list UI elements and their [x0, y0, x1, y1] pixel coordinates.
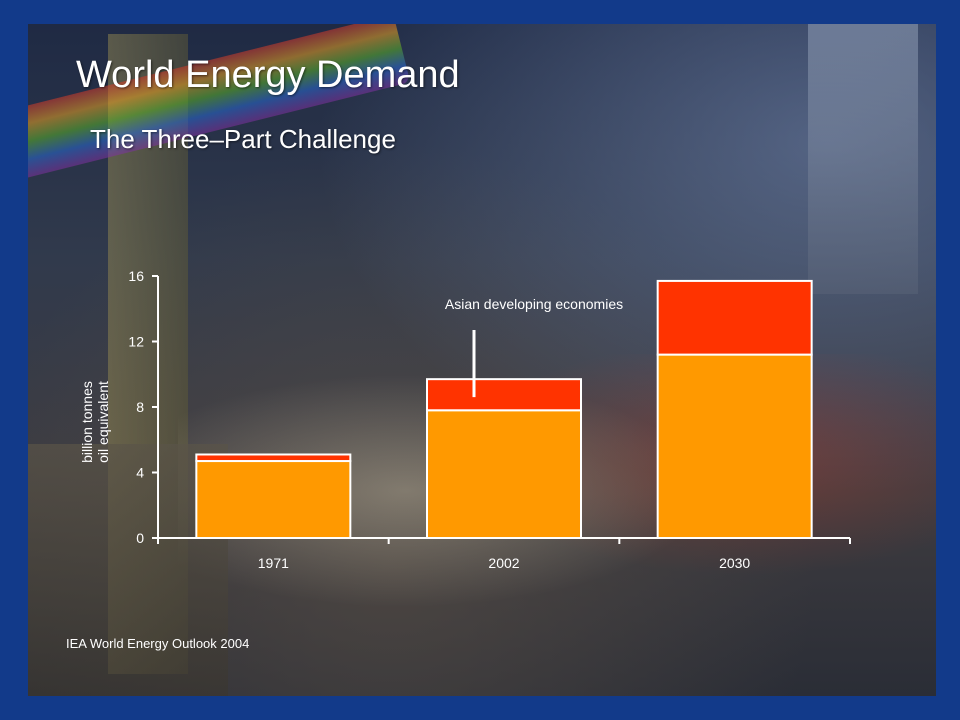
bar-2002-segment-2 — [426, 378, 582, 412]
bar-1971-segment-2 — [195, 453, 352, 463]
bar-2002-segment-1 — [426, 409, 582, 539]
y-tick-label-12: 12 — [128, 334, 144, 350]
energy-demand-chart: billion tonnesoil equivalent 1971 2002 203… — [79, 268, 851, 571]
background-sidewalk — [28, 444, 228, 696]
y-tick-label-4: 4 — [136, 465, 144, 481]
bar-2030-segment-1 — [656, 353, 813, 539]
bar-2030-segment-2 — [656, 279, 813, 356]
bars-group — [195, 279, 813, 540]
y-tick-label-0: 0 — [136, 530, 144, 546]
x-tick-label-1971: 1971 — [258, 555, 289, 571]
y-tick-label-16: 16 — [128, 268, 144, 284]
x-tick-label-2030: 2030 — [719, 555, 750, 571]
slide: World Energy Demand The Three–Part Chall… — [28, 24, 936, 696]
axes-group: 1971 2002 2030 0 4 8 12 16 — [128, 268, 851, 571]
x-tick-label-2002: 2002 — [488, 555, 519, 571]
y-axis-title: billion tonnesoil equivalent — [79, 381, 111, 463]
y-axis-title-line-1: billion tonnes — [79, 381, 95, 463]
annotation-label: Asian developing economies — [445, 296, 623, 312]
annotation-group: Asian developing economies — [445, 296, 623, 398]
y-axis-title-line-2: oil equivalent — [95, 381, 111, 463]
y-axis-label: billion tonnesoil equivalent — [79, 381, 111, 463]
bar-1971-segment-1 — [195, 460, 352, 540]
background-tower-right — [808, 24, 918, 294]
slide-title: World Energy Demand — [76, 54, 460, 96]
source-note: IEA World Energy Outlook 2004 — [66, 636, 250, 651]
slide-subtitle: The Three–Part Challenge — [90, 124, 396, 154]
y-tick-label-8: 8 — [136, 399, 144, 415]
